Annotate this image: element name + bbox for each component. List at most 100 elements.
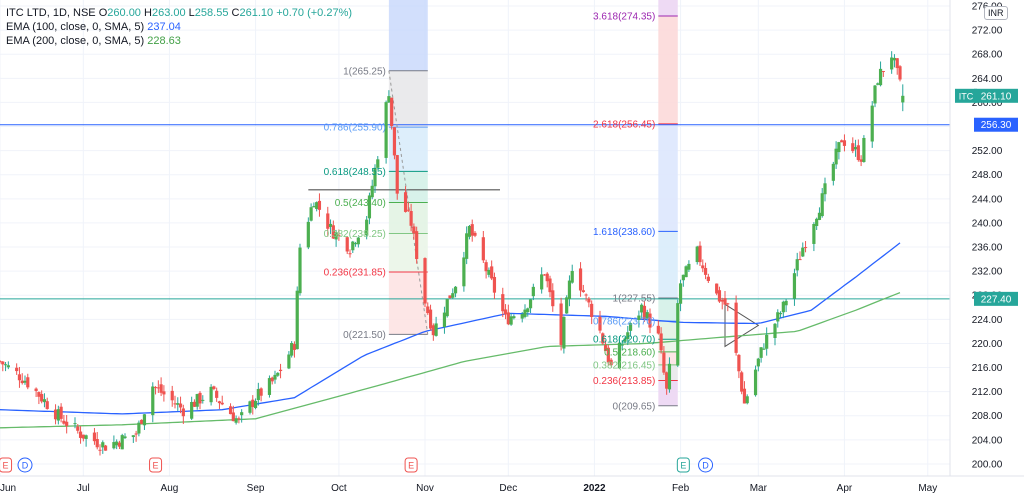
candle-body xyxy=(112,442,116,449)
candle-body xyxy=(890,57,894,70)
candle xyxy=(42,393,47,408)
candle xyxy=(626,325,630,346)
candle xyxy=(898,65,902,82)
candle xyxy=(662,346,666,375)
candle xyxy=(234,415,238,425)
candle-body xyxy=(95,439,99,448)
candle xyxy=(645,309,649,320)
candle-body xyxy=(726,303,730,305)
candle xyxy=(734,295,738,356)
candle-body xyxy=(687,263,691,270)
candle-body xyxy=(570,270,574,283)
candle xyxy=(773,322,777,346)
candle-body xyxy=(192,401,197,407)
candle xyxy=(256,382,260,406)
high-label: H xyxy=(144,7,152,19)
month-label: Aug xyxy=(161,483,179,494)
candle-body xyxy=(895,58,899,69)
price-tick-label: 200.00 xyxy=(972,459,1003,470)
candle xyxy=(784,298,788,313)
candle-body xyxy=(628,323,633,331)
candle-body xyxy=(178,403,183,408)
candle xyxy=(73,417,77,429)
candle xyxy=(587,296,591,308)
fib-level-label: 0.5(218.60) xyxy=(604,347,655,358)
candle-body xyxy=(562,316,566,349)
earnings-badge xyxy=(404,457,418,473)
candle xyxy=(467,224,472,240)
hline-price-tag xyxy=(974,117,1018,132)
candle-body xyxy=(834,148,838,165)
earnings-marker: E xyxy=(676,457,690,473)
candle xyxy=(776,309,780,328)
fib-level-label: 0.236(231.85) xyxy=(324,268,386,279)
ema200-label: EMA (200, close, 0, SMA, 5) xyxy=(6,35,145,47)
candle xyxy=(6,361,10,370)
candle xyxy=(115,439,119,450)
ema-lines xyxy=(0,242,901,429)
candle-body xyxy=(484,262,488,272)
ema200-row[interactable]: EMA (200, close, 0, SMA, 5) 228.63 xyxy=(6,34,352,48)
earnings-badge-label: E xyxy=(3,461,9,471)
candle-body xyxy=(84,435,88,439)
candle xyxy=(778,311,783,318)
candle xyxy=(720,297,724,310)
candle xyxy=(715,283,719,296)
candle xyxy=(317,193,322,217)
ema100-row[interactable]: EMA (100, close, 0, SMA, 5) 237.04 xyxy=(6,20,352,34)
candle xyxy=(545,272,549,288)
fib-level-label: 0.236(213.85) xyxy=(593,376,655,387)
fib-level-label: 0.618(220.70) xyxy=(593,335,655,346)
dividend-badge-label: D xyxy=(702,461,709,471)
candle-body xyxy=(445,299,449,317)
candle xyxy=(201,395,205,404)
candle-body xyxy=(295,290,299,350)
fib-level-label: 1.618(238.60) xyxy=(593,227,655,238)
fib-time-zone xyxy=(388,0,428,71)
candle xyxy=(590,300,594,325)
candle-body xyxy=(565,297,569,314)
candle-body xyxy=(176,403,180,405)
earnings-badge-label: E xyxy=(680,461,686,471)
candle-body xyxy=(98,449,102,451)
candle xyxy=(895,58,899,75)
candle-body xyxy=(153,387,158,389)
candle xyxy=(512,314,516,320)
candle xyxy=(740,370,744,395)
candle-body xyxy=(23,380,27,383)
candle xyxy=(492,272,497,300)
candle xyxy=(1,360,5,372)
candle xyxy=(53,404,58,425)
candle xyxy=(367,192,372,225)
candle-body xyxy=(412,226,416,234)
candle-body xyxy=(870,105,874,142)
candle xyxy=(853,139,858,157)
candle-body xyxy=(298,247,302,294)
fib-zone xyxy=(658,123,678,232)
candle xyxy=(490,260,494,281)
candle-body xyxy=(40,394,44,402)
candle xyxy=(756,357,760,372)
candle-body xyxy=(470,224,474,236)
candle xyxy=(428,304,433,331)
candle-body xyxy=(737,354,741,372)
fib-level-label: 0.5(243.40) xyxy=(335,198,386,209)
open-value: 260.00 xyxy=(107,7,141,19)
fib-level-label: 0.786(255.90) xyxy=(324,123,386,134)
candle-body xyxy=(103,445,108,451)
candle xyxy=(617,336,622,369)
candle-body xyxy=(792,273,797,299)
candle xyxy=(117,440,122,450)
fib-level-label: 2.618(256.45) xyxy=(593,119,655,130)
candle xyxy=(542,273,547,276)
candle xyxy=(851,137,855,154)
symbol-label[interactable]: ITC LTD, 1D, NSE xyxy=(6,7,96,19)
candle-body xyxy=(290,342,294,356)
currency-badge[interactable]: INR xyxy=(984,6,1008,20)
candle-body xyxy=(876,83,880,85)
fib-zone xyxy=(658,297,678,322)
candle-body xyxy=(820,193,824,217)
candle-body xyxy=(859,159,863,162)
